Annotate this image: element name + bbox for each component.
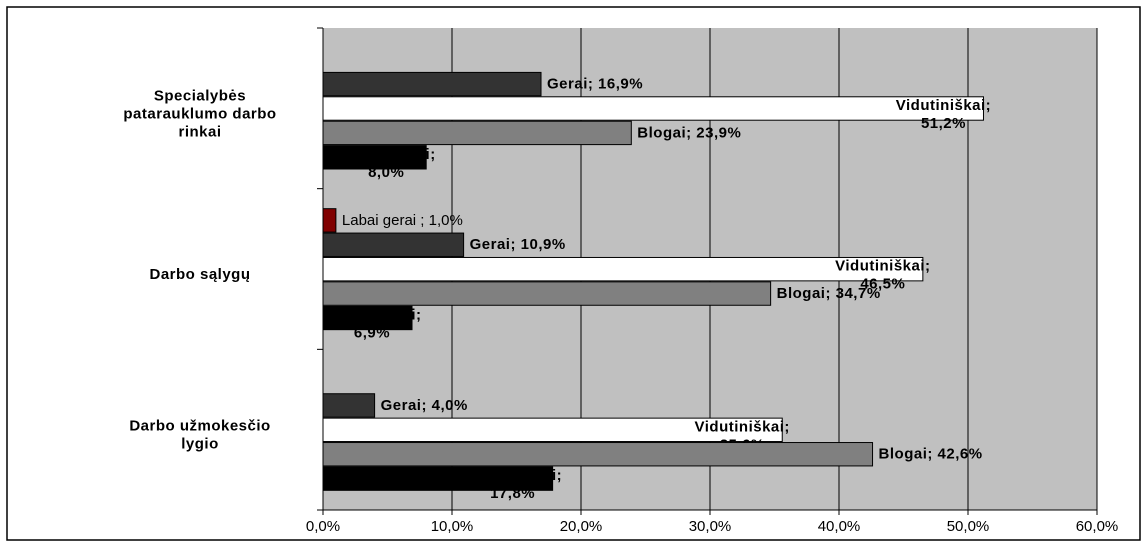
bar: [322, 120, 632, 146]
bar: [322, 208, 337, 233]
bar: [322, 393, 376, 418]
bar: [322, 232, 465, 257]
data-label: Gerai; 4,0%: [381, 397, 468, 414]
data-label: Blogai; 42,6%: [879, 446, 983, 463]
bar: [322, 71, 542, 97]
x-tick-label: 60,0%: [1076, 518, 1119, 535]
data-label: Vidutiniškai; 51,2%: [896, 97, 991, 132]
data-label: Gerai; 10,9%: [470, 236, 566, 253]
data-label: Gerai; 16,9%: [547, 76, 643, 93]
bar: [322, 281, 772, 306]
bar: [322, 466, 554, 491]
bar: [322, 442, 874, 467]
x-tick-label: 0,0%: [306, 518, 340, 535]
data-label: Labai blogai; 17,8%: [463, 467, 562, 502]
bar: [322, 417, 783, 443]
bar: [322, 256, 924, 282]
y-tick-label: Darbo užmokesčio lygio: [129, 418, 270, 453]
data-label: Vidutiniškai; 46,5%: [835, 258, 930, 293]
x-tick-label: 50,0%: [947, 518, 990, 535]
data-label: Labai gerai ; 1,0%: [342, 212, 463, 229]
x-tick-label: 20,0%: [560, 518, 603, 535]
x-tick-label: 30,0%: [689, 518, 732, 535]
y-tick-label: Darbo sąlygų: [149, 266, 250, 283]
data-label: Blogai; 23,9%: [637, 124, 741, 141]
bar: [322, 145, 427, 170]
data-label: Labai blogai; 8,0%: [337, 146, 436, 181]
data-label: Labai blogai; 6,9%: [323, 306, 422, 341]
data-label: Blogai; 34,7%: [777, 285, 881, 302]
x-tick-label: 40,0%: [818, 518, 861, 535]
bar: [322, 96, 984, 121]
y-tick-label: Specialybės patarauklumo darbo rinkai: [123, 87, 276, 140]
bar: [322, 305, 413, 331]
x-tick-label: 10,0%: [431, 518, 474, 535]
